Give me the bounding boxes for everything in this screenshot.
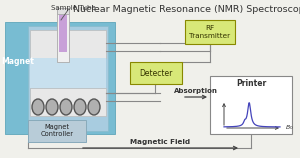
Bar [5, 22, 115, 134]
Text: Magnet: Magnet [2, 58, 34, 67]
Text: Printer: Printer [236, 79, 266, 88]
Text: Nuclear Magnetic Resonance (NMR) Spectroscopy: Nuclear Magnetic Resonance (NMR) Spectro… [74, 5, 300, 14]
Text: Magnetic Field: Magnetic Field [130, 139, 190, 145]
Ellipse shape [74, 99, 86, 115]
Text: Absorption: Absorption [174, 88, 218, 94]
Text: $B_0$: $B_0$ [285, 124, 294, 132]
Bar [28, 120, 86, 142]
Ellipse shape [60, 99, 72, 115]
Text: RF
Transmitter: RF Transmitter [189, 25, 231, 39]
Bar [57, 8, 69, 62]
Bar [57, 8, 69, 14]
Ellipse shape [32, 99, 44, 115]
Bar [59, 14, 67, 52]
Bar [30, 88, 106, 116]
Bar [30, 58, 106, 88]
Bar [30, 30, 106, 58]
Text: Detecter: Detecter [139, 69, 173, 78]
Ellipse shape [46, 99, 58, 115]
Ellipse shape [88, 99, 100, 115]
Bar [130, 62, 182, 84]
Bar [185, 20, 235, 44]
Bar [210, 76, 292, 134]
Text: Magnet
Controller: Magnet Controller [40, 125, 74, 137]
Text: Sample Tube: Sample Tube [51, 5, 95, 11]
Bar [28, 26, 108, 131]
